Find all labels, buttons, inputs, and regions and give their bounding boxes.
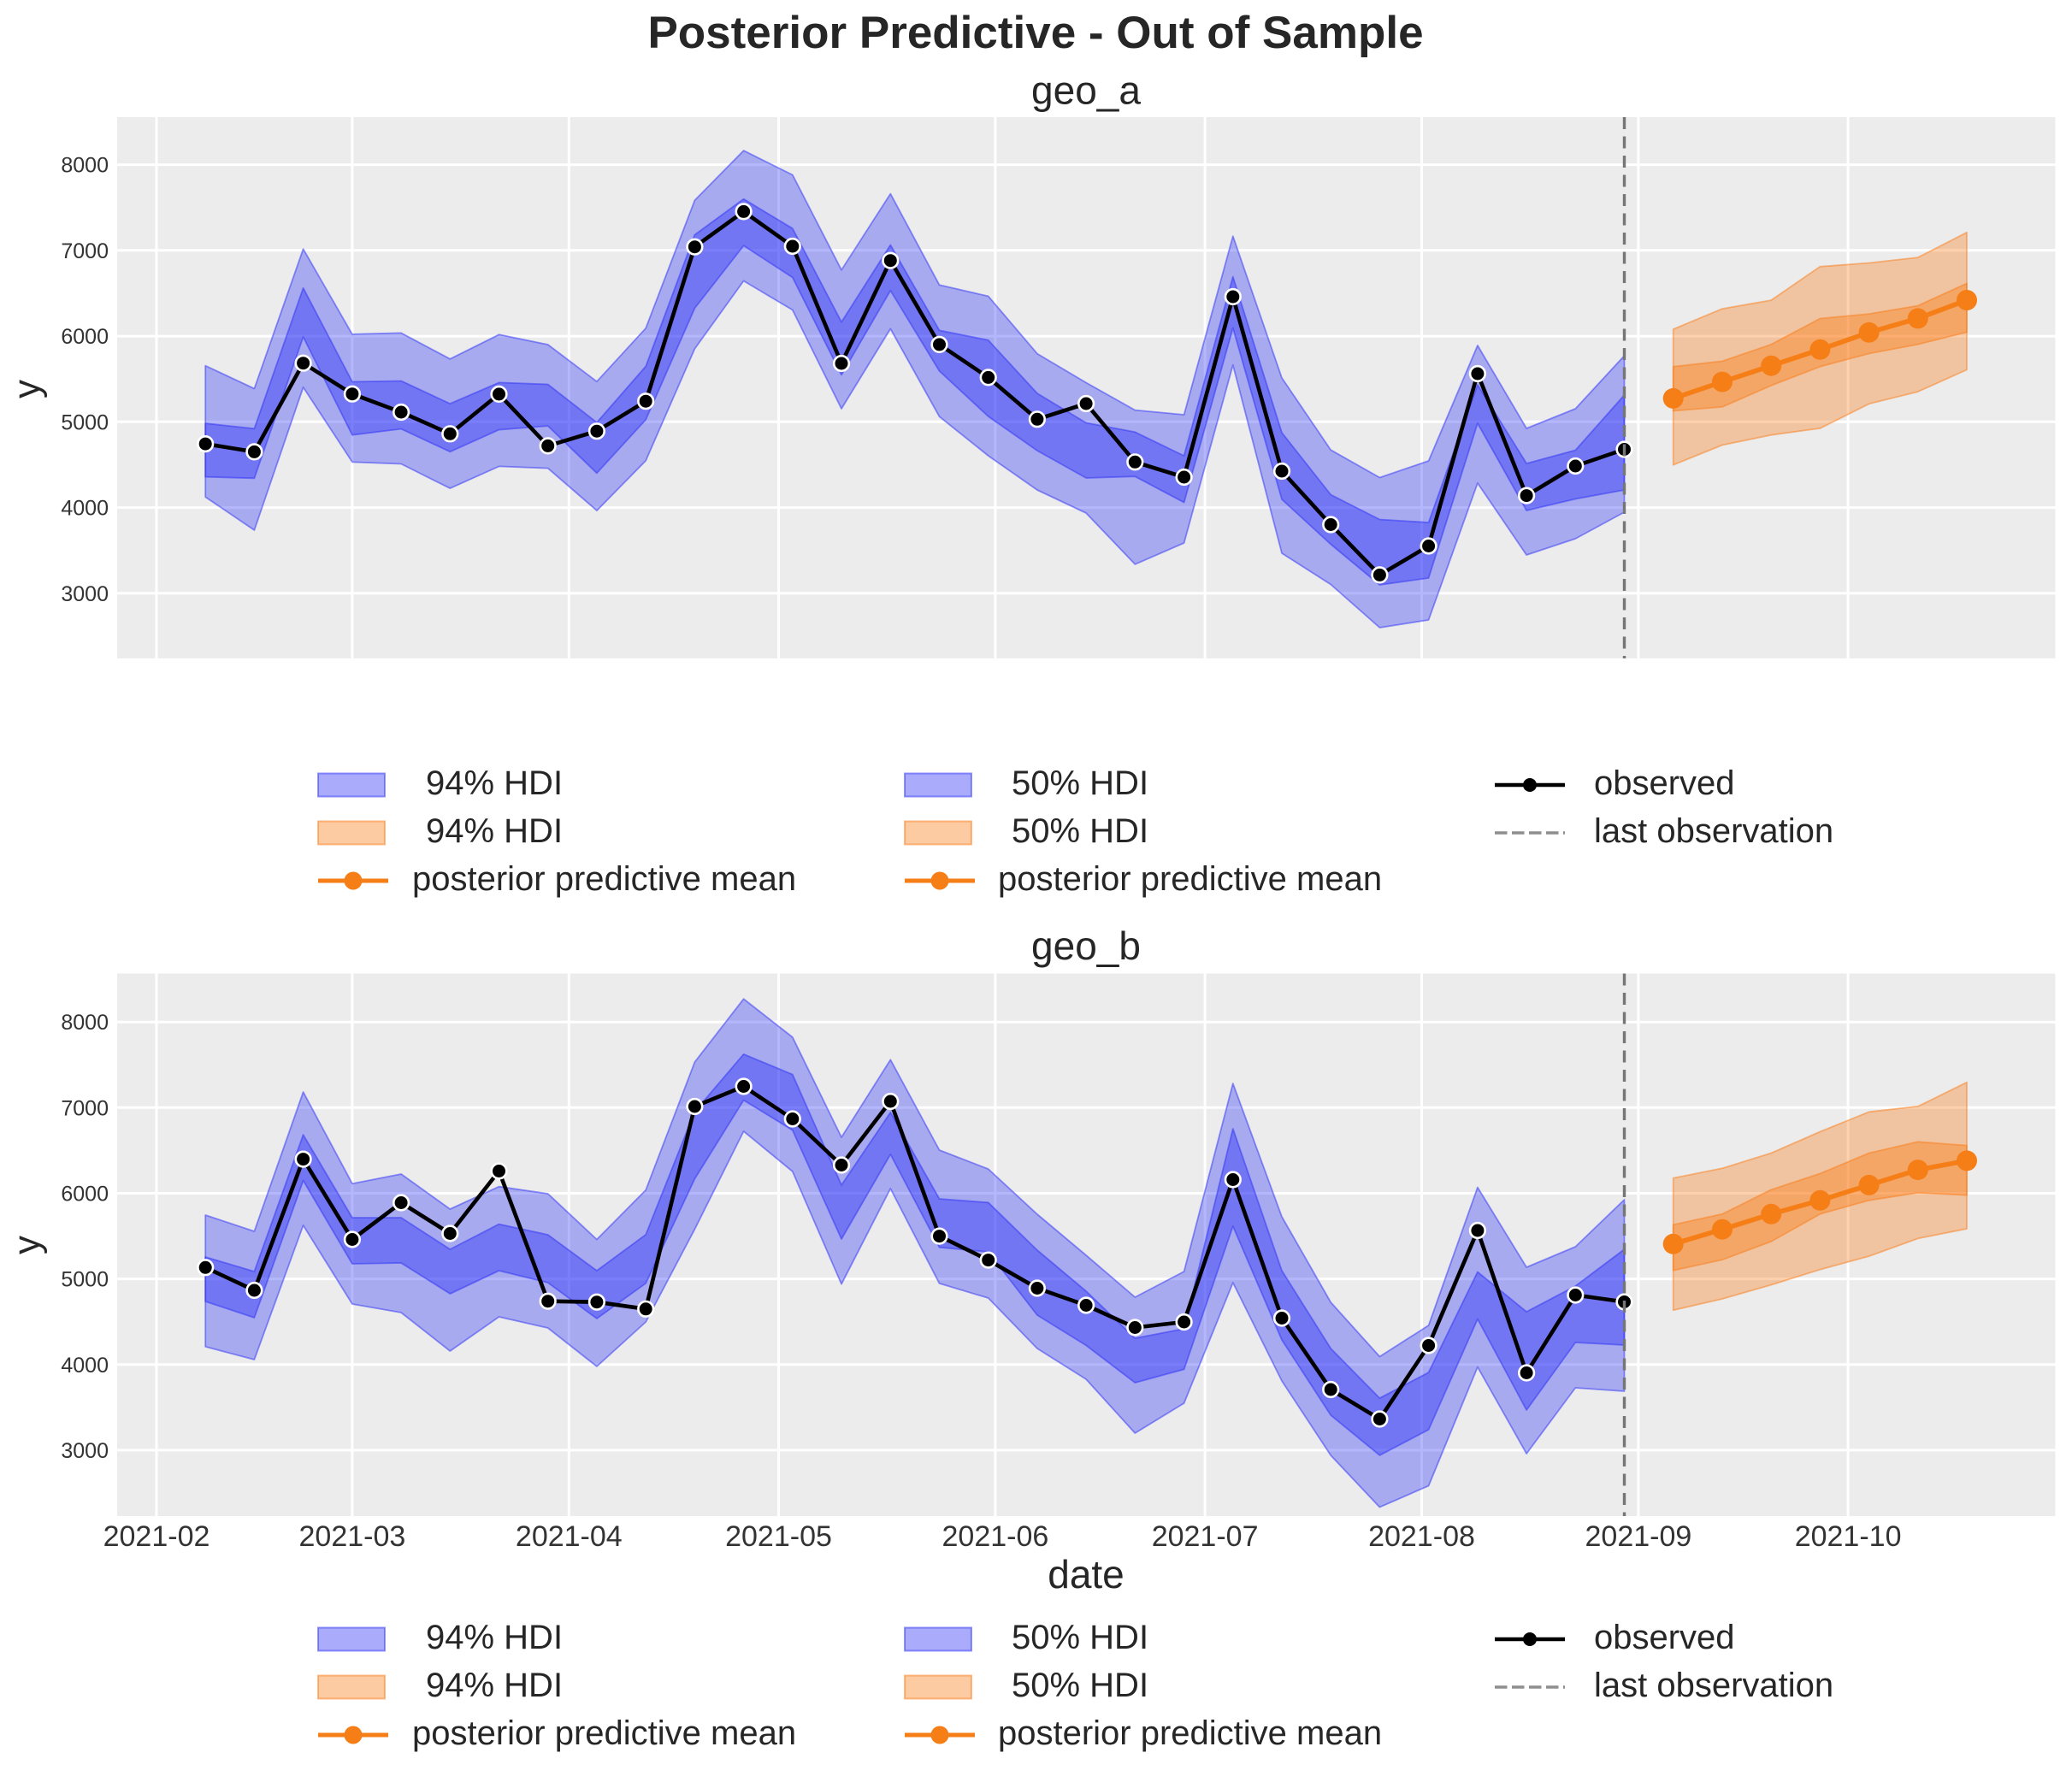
svg-text:2021-02: 2021-02 (103, 1520, 210, 1553)
svg-text:8000: 8000 (61, 154, 109, 178)
svg-text:posterior predictive mean: posterior predictive mean (412, 1714, 796, 1752)
svg-text:2021-05: 2021-05 (725, 1520, 832, 1553)
svg-text:last observation: last observation (1594, 812, 1833, 850)
svg-text:last observation: last observation (1594, 1667, 1833, 1704)
svg-text:posterior predictive mean: posterior predictive mean (998, 860, 1382, 898)
svg-text:2021-04: 2021-04 (516, 1520, 623, 1553)
svg-text:5000: 5000 (61, 1268, 109, 1292)
svg-text:2021-07: 2021-07 (1152, 1520, 1259, 1553)
svg-text:94% HDI: 94% HDI (426, 1667, 563, 1704)
svg-text:posterior predictive mean: posterior predictive mean (998, 1714, 1382, 1752)
svg-text:50% HDI: 50% HDI (1012, 1667, 1148, 1704)
svg-text:4000: 4000 (61, 1354, 109, 1378)
svg-text:3000: 3000 (61, 582, 109, 606)
svg-text:2021-06: 2021-06 (942, 1520, 1049, 1553)
svg-text:2021-10: 2021-10 (1795, 1520, 1902, 1553)
svg-text:7000: 7000 (61, 1096, 109, 1120)
svg-text:y: y (6, 380, 48, 398)
svg-text:Posterior Predictive - Out of: Posterior Predictive - Out of Sample (647, 8, 1423, 58)
svg-text:date: date (1048, 1552, 1125, 1596)
svg-text:3000: 3000 (61, 1439, 109, 1463)
svg-text:2021-09: 2021-09 (1585, 1520, 1692, 1553)
svg-text:6000: 6000 (61, 325, 109, 349)
svg-text:y: y (6, 1236, 48, 1254)
svg-text:5000: 5000 (61, 410, 109, 434)
svg-text:50% HDI: 50% HDI (1012, 764, 1148, 802)
svg-text:8000: 8000 (61, 1011, 109, 1035)
svg-text:observed: observed (1594, 1619, 1735, 1656)
svg-text:2021-08: 2021-08 (1368, 1520, 1475, 1553)
svg-text:2021-03: 2021-03 (299, 1520, 406, 1553)
svg-text:94% HDI: 94% HDI (426, 1619, 563, 1656)
svg-text:94% HDI: 94% HDI (426, 812, 563, 850)
svg-text:6000: 6000 (61, 1183, 109, 1207)
svg-text:geo_a: geo_a (1031, 68, 1141, 113)
svg-text:50% HDI: 50% HDI (1012, 812, 1148, 850)
svg-text:50% HDI: 50% HDI (1012, 1619, 1148, 1656)
svg-text:7000: 7000 (61, 239, 109, 263)
svg-text:posterior predictive mean: posterior predictive mean (412, 860, 796, 898)
svg-text:geo_b: geo_b (1031, 924, 1141, 968)
svg-text:4000: 4000 (61, 497, 109, 521)
svg-text:observed: observed (1594, 764, 1735, 802)
svg-text:94% HDI: 94% HDI (426, 764, 563, 802)
